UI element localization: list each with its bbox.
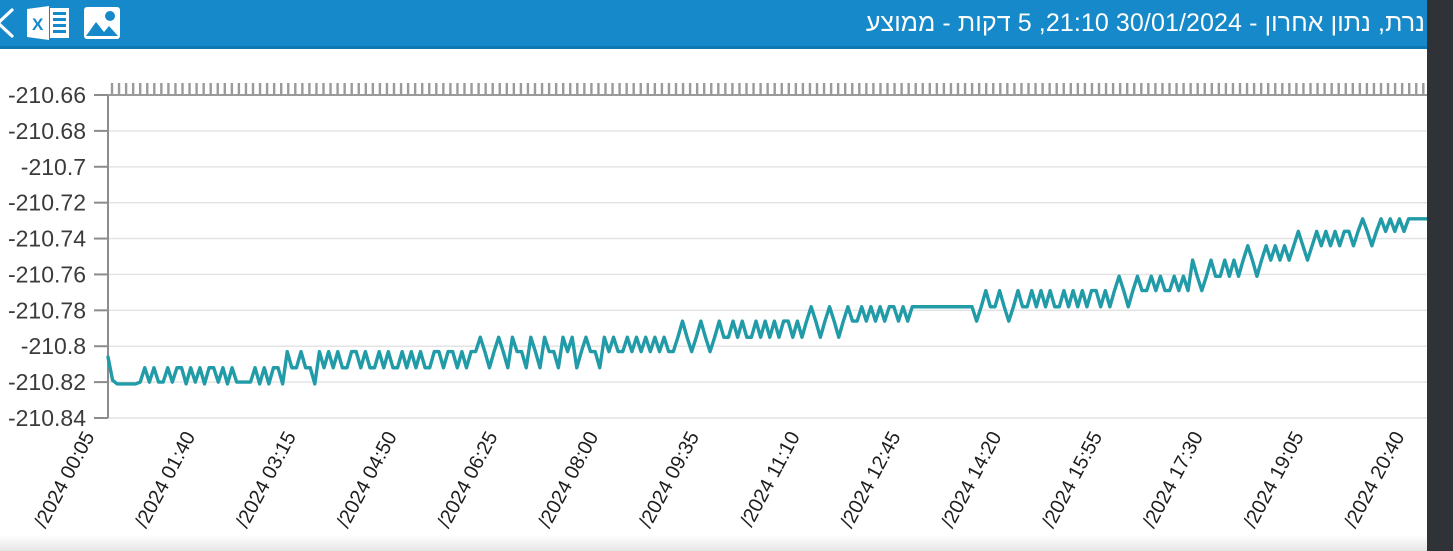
svg-text:/2024 15:55: /2024 15:55 [1038,428,1107,532]
svg-text:-210.68: -210.68 [8,118,86,144]
svg-text:-210.66: -210.66 [8,82,86,108]
svg-text:/2024 14:20: /2024 14:20 [937,428,1006,532]
svg-text:-210.82: -210.82 [8,369,86,395]
header-underline [0,46,1427,49]
svg-text:/2024 04:50: /2024 04:50 [333,428,402,532]
svg-text:/2024 01:40: /2024 01:40 [131,428,200,532]
svg-text:-210.8: -210.8 [21,333,86,359]
svg-text:/2024 00:05: /2024 00:05 [30,428,99,532]
page-title: נרת, נתון אחרון - 30/01/2024 21:10, 5 דק… [865,8,1425,37]
svg-text:-210.78: -210.78 [8,297,86,323]
svg-text:-210.74: -210.74 [8,226,86,252]
data-series-line [106,217,1427,386]
svg-text:/2024 08:00: /2024 08:00 [534,428,603,532]
chart-container[interactable]: -210.66 -210.68 -210.7 -210.72 -210.74 -210.7… [0,49,1427,551]
bottom-shadow [0,535,1427,551]
svg-text:/2024 03:15: /2024 03:15 [232,428,301,532]
svg-text:/2024 19:05: /2024 19:05 [1240,428,1309,532]
svg-text:/2024 11:10: /2024 11:10 [736,428,804,530]
svg-text:-210.72: -210.72 [8,190,86,216]
app-header: X נרת, נתון אחרון - 30/01/2024 21:10, 5 … [0,0,1427,46]
timeseries-chart[interactable]: -210.66 -210.68 -210.7 -210.72 -210.74 -210.7… [0,49,1427,551]
svg-text:-210.84: -210.84 [8,405,86,431]
image-export-icon[interactable] [76,0,128,46]
y-axis-ticks [94,94,108,419]
vertical-scrollbar[interactable] [1427,0,1453,551]
svg-text:/2024 06:25: /2024 06:25 [433,428,502,532]
svg-text:-210.76: -210.76 [8,261,86,287]
svg-text:-210.7: -210.7 [21,154,86,180]
svg-text:X: X [32,15,44,34]
back-icon[interactable] [0,0,20,46]
svg-text:/2024 17:30: /2024 17:30 [1139,428,1208,532]
svg-text:/2024 12:45: /2024 12:45 [837,428,906,532]
svg-text:/2024 09:35: /2024 09:35 [635,428,704,532]
axis-lines [107,94,1427,418]
x-axis-labels: /2024 00:05/2024 01:40/2024 03:15/2024 0… [30,428,1409,532]
svg-text:/2024 20:40: /2024 20:40 [1340,428,1409,532]
top-axis-ticks [110,83,1425,95]
y-axis-labels: -210.66 -210.68 -210.7 -210.72 -210.74 -210.7… [8,82,86,431]
excel-export-icon[interactable]: X [20,0,76,46]
